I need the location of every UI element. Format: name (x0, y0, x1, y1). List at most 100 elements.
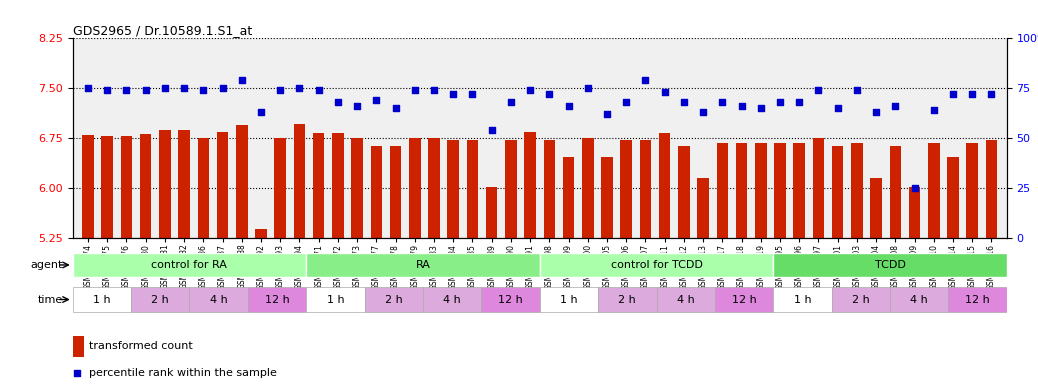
Point (349, 103, 365, 109)
FancyBboxPatch shape (831, 287, 890, 312)
Text: 1 h: 1 h (93, 295, 111, 305)
Text: TCDD: TCDD (875, 260, 905, 270)
Bar (582, 138, 594, 384)
Bar (986, 140, 998, 384)
Point (599, 111, 616, 118)
Bar (159, 129, 170, 384)
Text: 4 h: 4 h (677, 295, 694, 305)
Text: 12 h: 12 h (965, 295, 990, 305)
FancyBboxPatch shape (482, 287, 540, 312)
Point (714, 99, 731, 105)
Bar (102, 136, 113, 384)
Text: 1 h: 1 h (794, 295, 812, 305)
Bar (217, 132, 228, 384)
FancyBboxPatch shape (773, 287, 831, 312)
FancyBboxPatch shape (306, 287, 364, 312)
Bar (447, 140, 459, 384)
Bar (563, 157, 574, 384)
Point (541, 91, 557, 98)
Bar (639, 140, 651, 384)
Point (574, 256, 591, 262)
Point (80, 85, 97, 91)
Point (926, 107, 943, 113)
Point (906, 185, 923, 191)
FancyBboxPatch shape (715, 287, 773, 312)
Point (195, 87, 212, 93)
Bar (774, 143, 786, 384)
Text: 2 h: 2 h (385, 295, 403, 305)
Bar (486, 187, 497, 384)
FancyBboxPatch shape (306, 253, 540, 277)
Bar (698, 178, 709, 384)
Bar (909, 187, 921, 384)
Point (407, 87, 424, 93)
Bar (755, 143, 767, 384)
Bar (716, 143, 728, 384)
Text: control for TCDD: control for TCDD (610, 260, 703, 270)
Text: 4 h: 4 h (910, 295, 928, 305)
Bar (890, 146, 901, 384)
Point (234, 77, 250, 83)
Point (791, 99, 808, 105)
Point (561, 103, 577, 109)
Point (811, 87, 827, 93)
Point (694, 109, 711, 115)
Bar (524, 132, 536, 384)
Point (426, 87, 442, 93)
Bar (793, 143, 805, 384)
Point (387, 105, 404, 111)
Point (637, 77, 654, 83)
Point (868, 109, 884, 115)
Text: control for RA: control for RA (152, 260, 227, 270)
Bar (736, 143, 747, 384)
Point (310, 87, 327, 93)
Text: 12 h: 12 h (265, 295, 290, 305)
Bar (429, 138, 440, 384)
Text: GDS2965 / Dr.10589.1.S1_at: GDS2965 / Dr.10589.1.S1_at (73, 24, 252, 37)
Bar (928, 143, 939, 384)
FancyBboxPatch shape (890, 287, 949, 312)
Bar (659, 133, 671, 384)
Point (99, 87, 115, 93)
Bar (948, 157, 959, 384)
Point (330, 99, 347, 105)
Bar (467, 140, 479, 384)
Point (368, 97, 385, 103)
Point (272, 87, 289, 93)
Bar (506, 140, 517, 384)
Point (753, 105, 769, 111)
FancyBboxPatch shape (131, 287, 189, 312)
Point (445, 91, 462, 98)
Point (733, 103, 749, 109)
Bar (871, 178, 882, 384)
Bar (678, 146, 689, 384)
Point (656, 89, 673, 95)
Point (118, 87, 135, 93)
Point (292, 85, 308, 91)
Point (137, 87, 154, 93)
Bar (82, 135, 93, 384)
Bar (851, 143, 863, 384)
Point (945, 91, 961, 98)
Bar (332, 133, 344, 384)
Text: 1 h: 1 h (327, 295, 345, 305)
Point (522, 87, 539, 93)
FancyBboxPatch shape (656, 287, 715, 312)
Bar (236, 125, 248, 384)
Text: transformed count: transformed count (89, 341, 193, 351)
Bar (831, 146, 844, 384)
Text: time: time (37, 295, 63, 305)
Point (829, 105, 846, 111)
Text: 1 h: 1 h (561, 295, 578, 305)
FancyBboxPatch shape (773, 253, 1007, 277)
Text: 2 h: 2 h (852, 295, 870, 305)
Bar (312, 133, 325, 384)
Text: RA: RA (415, 260, 431, 270)
FancyBboxPatch shape (73, 287, 131, 312)
Bar (294, 124, 305, 384)
Bar (813, 138, 824, 384)
Bar (966, 143, 978, 384)
Point (579, 85, 596, 91)
Point (464, 91, 481, 98)
FancyBboxPatch shape (949, 287, 1007, 312)
